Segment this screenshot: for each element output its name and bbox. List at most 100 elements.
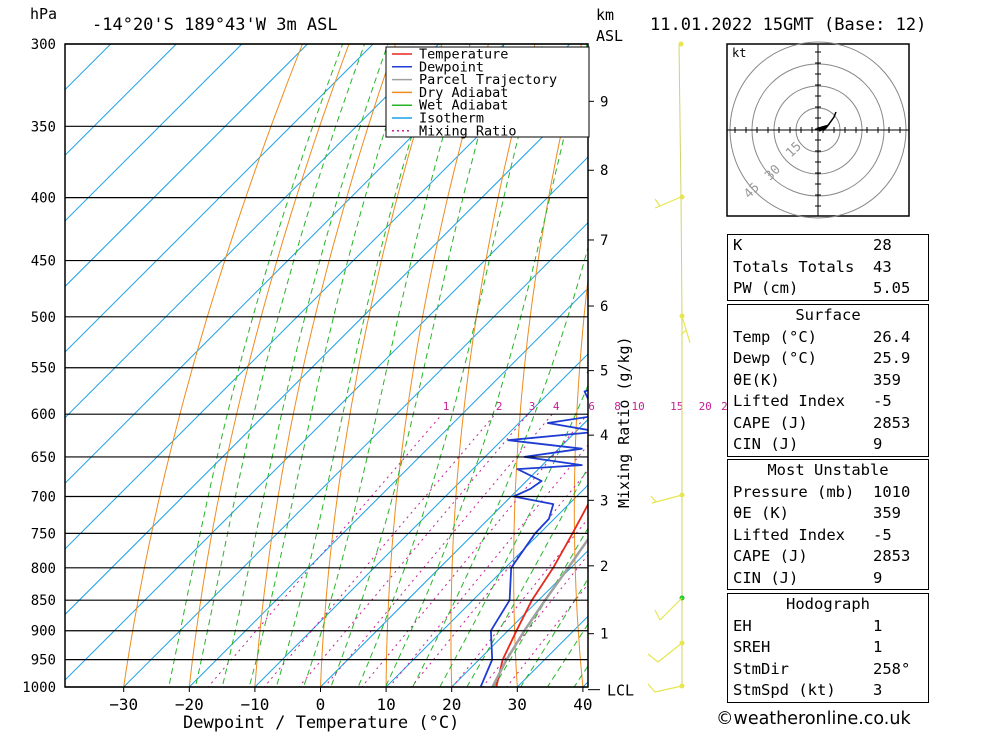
wind-barb [647, 683, 683, 693]
most-unstable-label: θE (K) [733, 504, 789, 522]
copyright-link[interactable]: ©weatheronline.co.uk [716, 709, 911, 729]
wind-profile-line [678, 43, 683, 686]
surface-label: Dewp (°C) [733, 349, 817, 367]
surface-row: Lifted Index -5 [728, 391, 928, 413]
pressure-unit-label: hPa [30, 5, 57, 23]
most-unstable-row: CIN (J) 9 [728, 568, 928, 590]
hodograph-stats-value: 1 [873, 638, 883, 656]
index-value: 28 [873, 236, 892, 254]
x-tick-label: −10 [240, 695, 269, 714]
surface-title: Surface [795, 306, 861, 324]
hodograph-stats-row: SREH 1 [728, 637, 928, 659]
mixing-ratio-label: 1 [443, 400, 450, 413]
hodograph-unit-label: kt [732, 46, 746, 60]
mixing-ratio-line [298, 413, 529, 687]
index-label: Totals Totals [733, 257, 855, 276]
wet-adiabat-line [330, 44, 505, 687]
most-unstable-label: CAPE (J) [733, 547, 808, 565]
hodograph-stats-title: Hodograph [786, 595, 870, 613]
most-unstable-label: Pressure (mb) [733, 482, 855, 501]
wet-adiabat-line [520, 578, 588, 687]
surface-row: Dewp (°C) 25.9 [728, 348, 928, 370]
x-tick-label: 10 [376, 695, 395, 714]
isotherm-line [65, 44, 243, 222]
wet-adiabat-line [493, 527, 588, 687]
dry-adiabat-line [633, 26, 678, 692]
surface-label: θE(K) [733, 370, 780, 389]
wet-adiabat-line [302, 44, 471, 687]
isotherm-line [65, 44, 112, 91]
index-label: PW (cm) [733, 279, 799, 297]
km-label: km [596, 6, 614, 24]
pressure-tick-label: 800 [31, 561, 56, 577]
legend-box [385, 46, 590, 138]
surface-value: 26.4 [873, 327, 911, 346]
legend-label: Dewpoint [419, 59, 484, 75]
wind-level-dot [679, 194, 685, 200]
dry-adiabat-line [952, 26, 1000, 692]
pressure-tick-label: 500 [31, 310, 56, 326]
pressure-tick-label: 650 [31, 450, 56, 466]
pressure-tick-label: 350 [31, 119, 56, 135]
most-unstable-title: Most Unstable [767, 461, 889, 479]
surface-row: CAPE (J) 2853 [728, 413, 928, 435]
legend-label: Isotherm [419, 111, 484, 127]
index-value: 5.05 [873, 279, 911, 297]
most-unstable-value: 359 [873, 504, 901, 522]
hodograph-stats-value: 1 [873, 616, 883, 635]
surface-label: Temp (°C) [733, 327, 817, 346]
km-tick-label: 5 [600, 364, 608, 380]
km-tick-label: 9 [600, 94, 608, 110]
storm-motion-arrow [816, 124, 830, 131]
pressure-tick-label: 300 [31, 37, 56, 53]
surface-value: 2853 [873, 413, 911, 432]
surface-value: 9 [873, 435, 883, 453]
mixing-ratio-line [323, 413, 553, 687]
mixing-ratio-line [388, 444, 588, 687]
isotherm-line [65, 44, 309, 288]
mixing-ratio-line [361, 413, 588, 687]
legend-label: Wet Adiabat [419, 98, 508, 114]
most-unstable-row: CAPE (J) 2853 [728, 546, 928, 568]
mixing-ratio-line [263, 413, 496, 687]
mixing-ratio-label: 15 [670, 400, 683, 413]
mixing-ratio-label: 8 [614, 400, 621, 413]
pressure-tick-label: 550 [31, 361, 56, 377]
most-unstable-label: CIN (J) [733, 568, 799, 587]
hodograph-stats-row: EH 1 [728, 616, 928, 638]
wind-barb [680, 315, 691, 344]
mixing-ratio-line [410, 469, 588, 687]
hodograph-stats-label: SREH [733, 638, 771, 656]
pressure-tick-label: 750 [31, 526, 56, 542]
km-tick-label: 3 [600, 493, 608, 509]
km-tick-label: 7 [600, 233, 608, 249]
hodograph: kt 15 30 45 [726, 41, 910, 219]
mixing-ratio-label: 6 [588, 400, 595, 413]
hodograph-stats-label: StmDir [733, 659, 789, 678]
wind-barb [654, 196, 682, 209]
hodograph-stats-label: StmSpd (kt) [733, 681, 836, 699]
mixing-ratio-label: 10 [631, 400, 644, 413]
pressure-tick-label: 950 [31, 653, 56, 669]
km-tick-label: 1 [600, 627, 608, 643]
km-tick-label: 4 [600, 428, 608, 444]
most-unstable-table: Most Unstable Pressure (mb) 1010 θE (K) 35… [727, 459, 929, 590]
surface-table: Surface Temp (°C) 26.4 Dewp (°C) 25.9 θE(K… [727, 304, 929, 457]
surface-label: CIN (J) [733, 435, 799, 453]
index-row: PW (cm) 5.05 [728, 278, 928, 300]
most-unstable-value: 1010 [873, 482, 911, 501]
wind-barb [647, 642, 683, 663]
isotherm-line [65, 44, 178, 157]
most-unstable-value: -5 [873, 525, 892, 544]
index-row: Totals Totals 43 [728, 257, 928, 279]
wind-barb [650, 494, 683, 504]
mixing-ratio-label: 3 [529, 400, 536, 413]
datetime-title: 11.01.2022 15GMT (Base: 12) [650, 15, 926, 35]
km-tick-label: 6 [600, 299, 608, 315]
km-tick-label: 2 [600, 559, 608, 575]
pressure-tick-label: 900 [31, 624, 56, 640]
index-row: K 28 [728, 235, 928, 257]
most-unstable-row: Pressure (mb) 1010 [728, 482, 928, 504]
